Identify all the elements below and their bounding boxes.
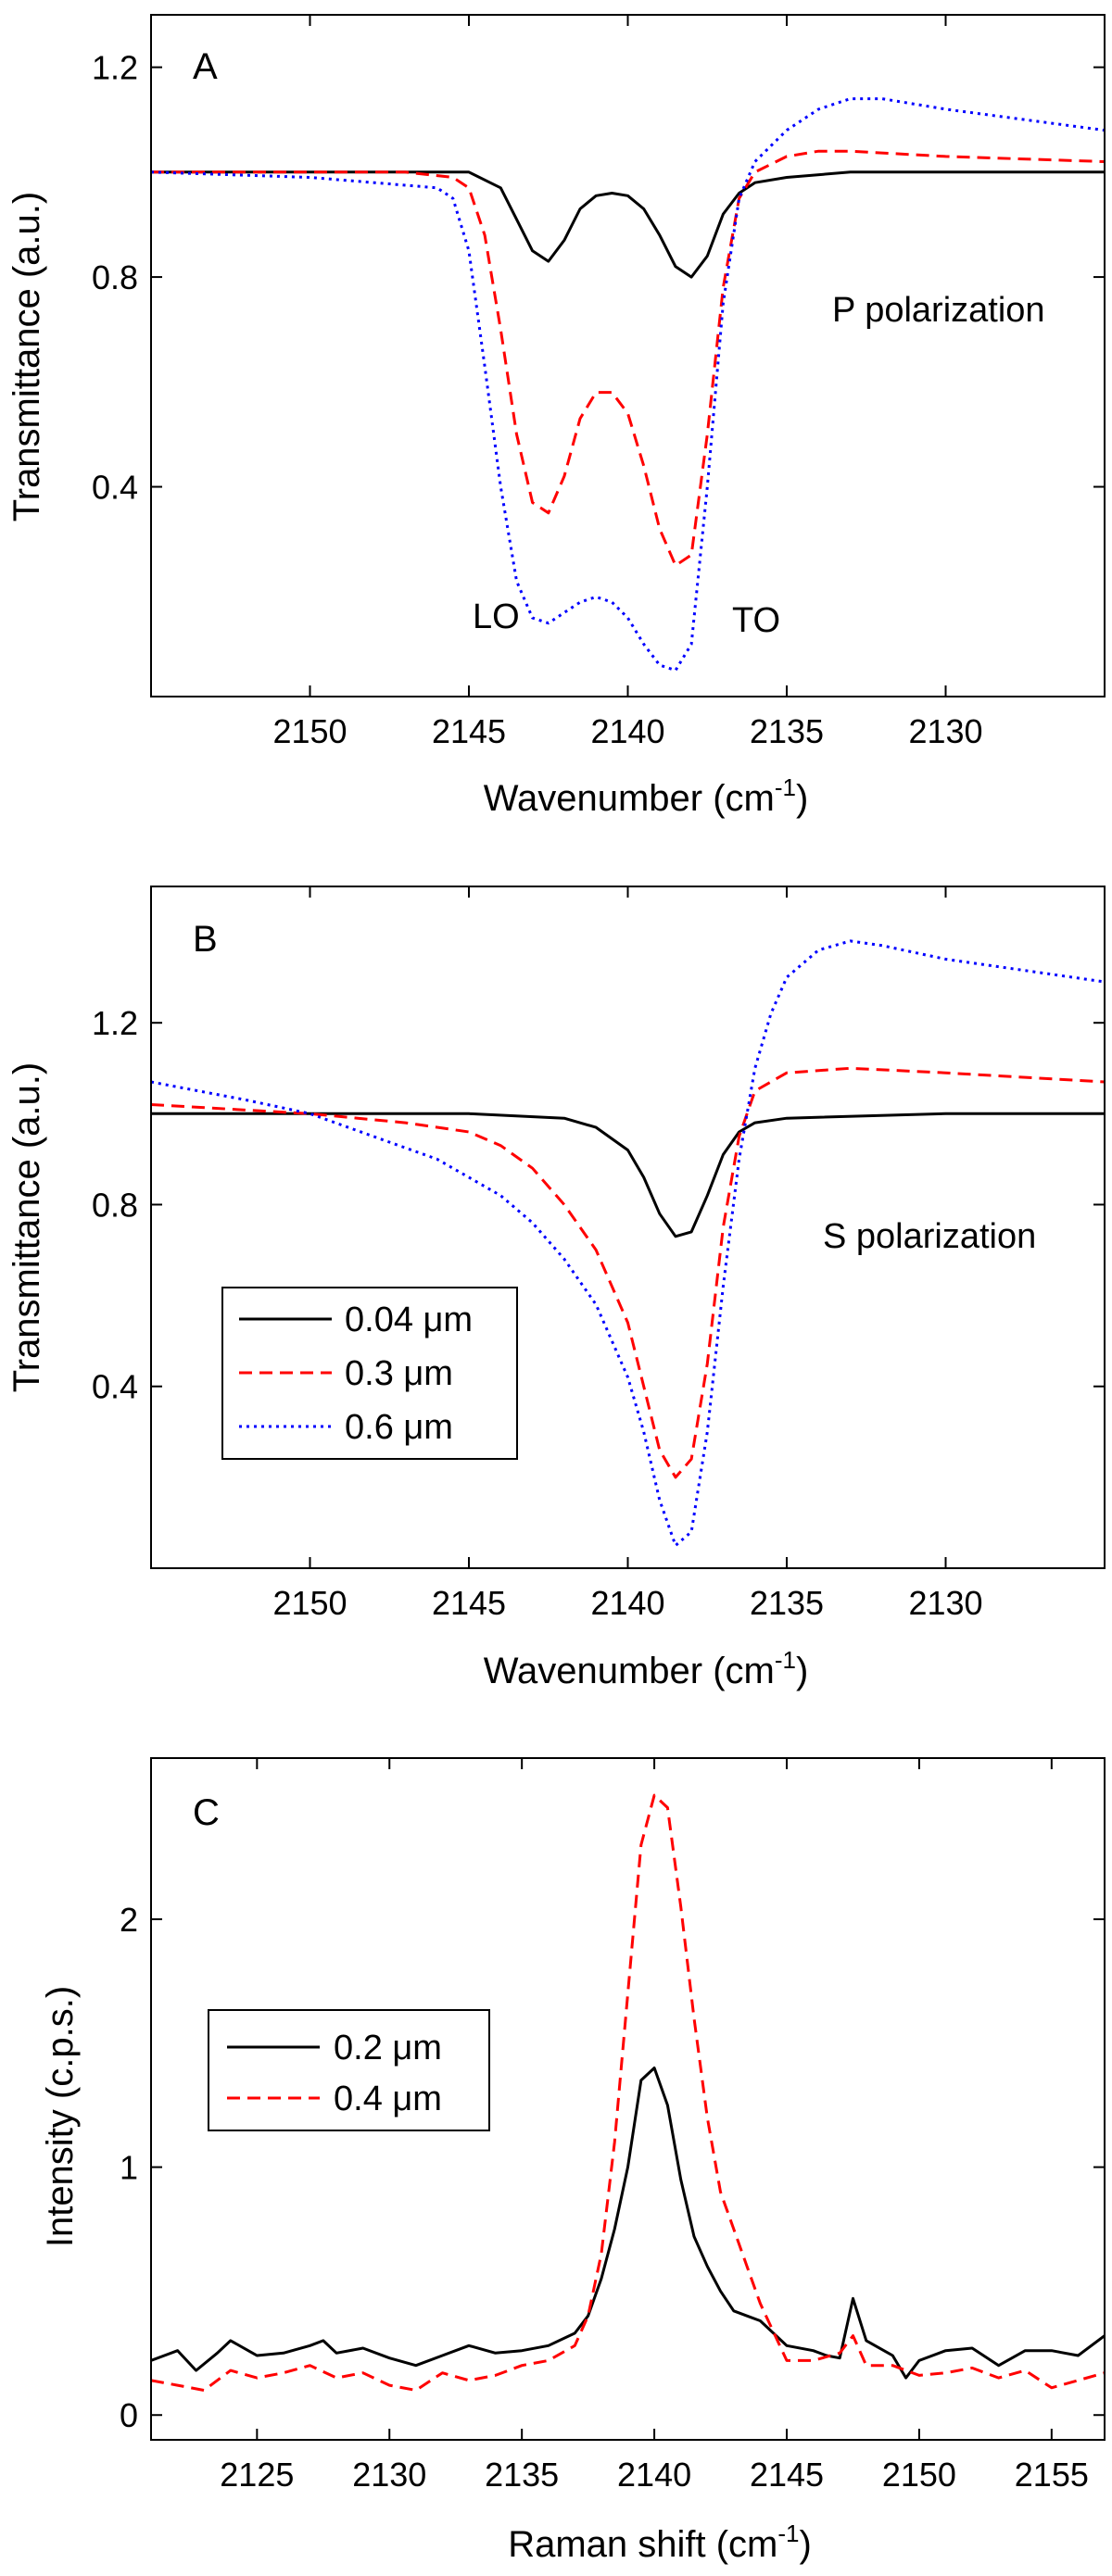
panel-b-xtick-label-0: 2150 <box>272 1584 347 1622</box>
panel-b-ytick-label-1: 0.8 <box>92 1186 138 1224</box>
panel-b-legend: 0.04 μm 0.3 μm 0.6 μm <box>221 1287 518 1460</box>
panel-b-xlabel: Wavenumber (cm-1) <box>484 1646 809 1691</box>
panel-c-legend-label-0: 0.2 μm <box>334 2029 442 2067</box>
panel-a-xtick-label-4: 2130 <box>908 712 982 750</box>
panel-b-series-group <box>151 939 1105 1547</box>
panel-a-series-1-line <box>151 149 1105 567</box>
panel-b-xtick-label-4: 2130 <box>908 1584 982 1622</box>
panel-c-ylabel: Intensity (c.p.s.) <box>40 1986 81 2247</box>
panel-c-ytick-label-2: 2 <box>120 1901 138 1939</box>
panel-b-legend-label-1: 0.3 μm <box>345 1354 453 1393</box>
panel-a-ytick-label-1: 0.8 <box>92 258 138 296</box>
panel-b-ytick-label-2: 1.2 <box>92 1004 138 1042</box>
panel-b-xtick-label-3: 2135 <box>750 1584 824 1622</box>
panel-b-series-2-line <box>151 939 1105 1547</box>
panel-c-plot-frame <box>150 1757 1106 2441</box>
panel-a-xtick-label-0: 2150 <box>272 712 347 750</box>
panel-a-ytick-label-2: 1.2 <box>92 49 138 87</box>
panel-a-annotation: P polarization <box>832 291 1045 330</box>
panel-a-series-group <box>151 97 1105 672</box>
panel-c-legend-label-1: 0.4 μm <box>334 2080 442 2118</box>
panel-a-plot-frame <box>150 14 1106 697</box>
panel-c-xtick-label-2: 2135 <box>485 2456 559 2494</box>
panel-b-xtick-label-1: 2145 <box>432 1584 506 1622</box>
panel-c-series-group <box>151 1793 1105 2392</box>
panel-b-letter: B <box>193 919 218 960</box>
panel-c-raman: C Intensity (c.p.s.) Raman shift (cm-1) … <box>40 1757 1106 2565</box>
panel-c-legend: 0.2 μm 0.4 μm <box>208 2009 490 2131</box>
panel-b-series-0-line <box>151 1112 1105 1238</box>
panel-a-ytick-label-0: 0.4 <box>92 469 138 507</box>
panel-c-series-0-line <box>151 2067 1105 2380</box>
panel-b-xtick-label-2: 2140 <box>590 1584 664 1622</box>
panel-c-series-1-line <box>151 1793 1105 2392</box>
panel-b-legend-label-2: 0.6 μm <box>345 1408 453 1447</box>
panel-a-xlabel: Wavenumber (cm-1) <box>484 773 809 819</box>
panel-c-xtick-label-4: 2145 <box>750 2456 824 2494</box>
panel-a-xtick-label-1: 2145 <box>432 712 506 750</box>
panel-c-xtick-label-3: 2140 <box>617 2456 691 2494</box>
to-peak-label: TO <box>732 601 780 640</box>
panel-b-transmittance-s: B S polarization Transmittance (a.u.) Wa… <box>6 886 1106 1691</box>
panel-a-series-2-line <box>151 97 1105 672</box>
panel-c-xlabel: Raman shift (cm-1) <box>508 2519 812 2565</box>
panel-a-letter: A <box>193 46 218 87</box>
panel-a-ylabel: Transmittance (a.u.) <box>6 192 47 521</box>
panel-a-xtick-label-3: 2135 <box>750 712 824 750</box>
panel-c-legend-box <box>208 2009 490 2131</box>
panel-b-legend-label-0: 0.04 μm <box>345 1301 473 1339</box>
panel-b-ylabel: Transmittance (a.u.) <box>6 1062 47 1392</box>
panel-c-xtick-label-0: 2125 <box>220 2456 294 2494</box>
panel-a-transmittance-p: A P polarization LO TO Transmittance (a.… <box>6 14 1106 819</box>
panel-a-series-0-line <box>151 170 1105 279</box>
lo-peak-label: LO <box>473 597 520 636</box>
panel-b-series-1-line <box>151 1066 1105 1479</box>
panel-b-annotation: S polarization <box>823 1217 1036 1256</box>
panel-c-xtick-label-5: 2150 <box>882 2456 956 2494</box>
panel-c-xtick-label-1: 2130 <box>352 2456 426 2494</box>
panel-b-ytick-label-0: 0.4 <box>92 1368 138 1406</box>
panel-c-ytick-label-0: 0 <box>120 2396 138 2434</box>
panel-a-xtick-label-2: 2140 <box>590 712 664 750</box>
panel-c-letter: C <box>193 1792 220 1833</box>
panel-c-xtick-label-6: 2155 <box>1015 2456 1089 2494</box>
panel-c-ytick-label-1: 1 <box>120 2149 138 2187</box>
